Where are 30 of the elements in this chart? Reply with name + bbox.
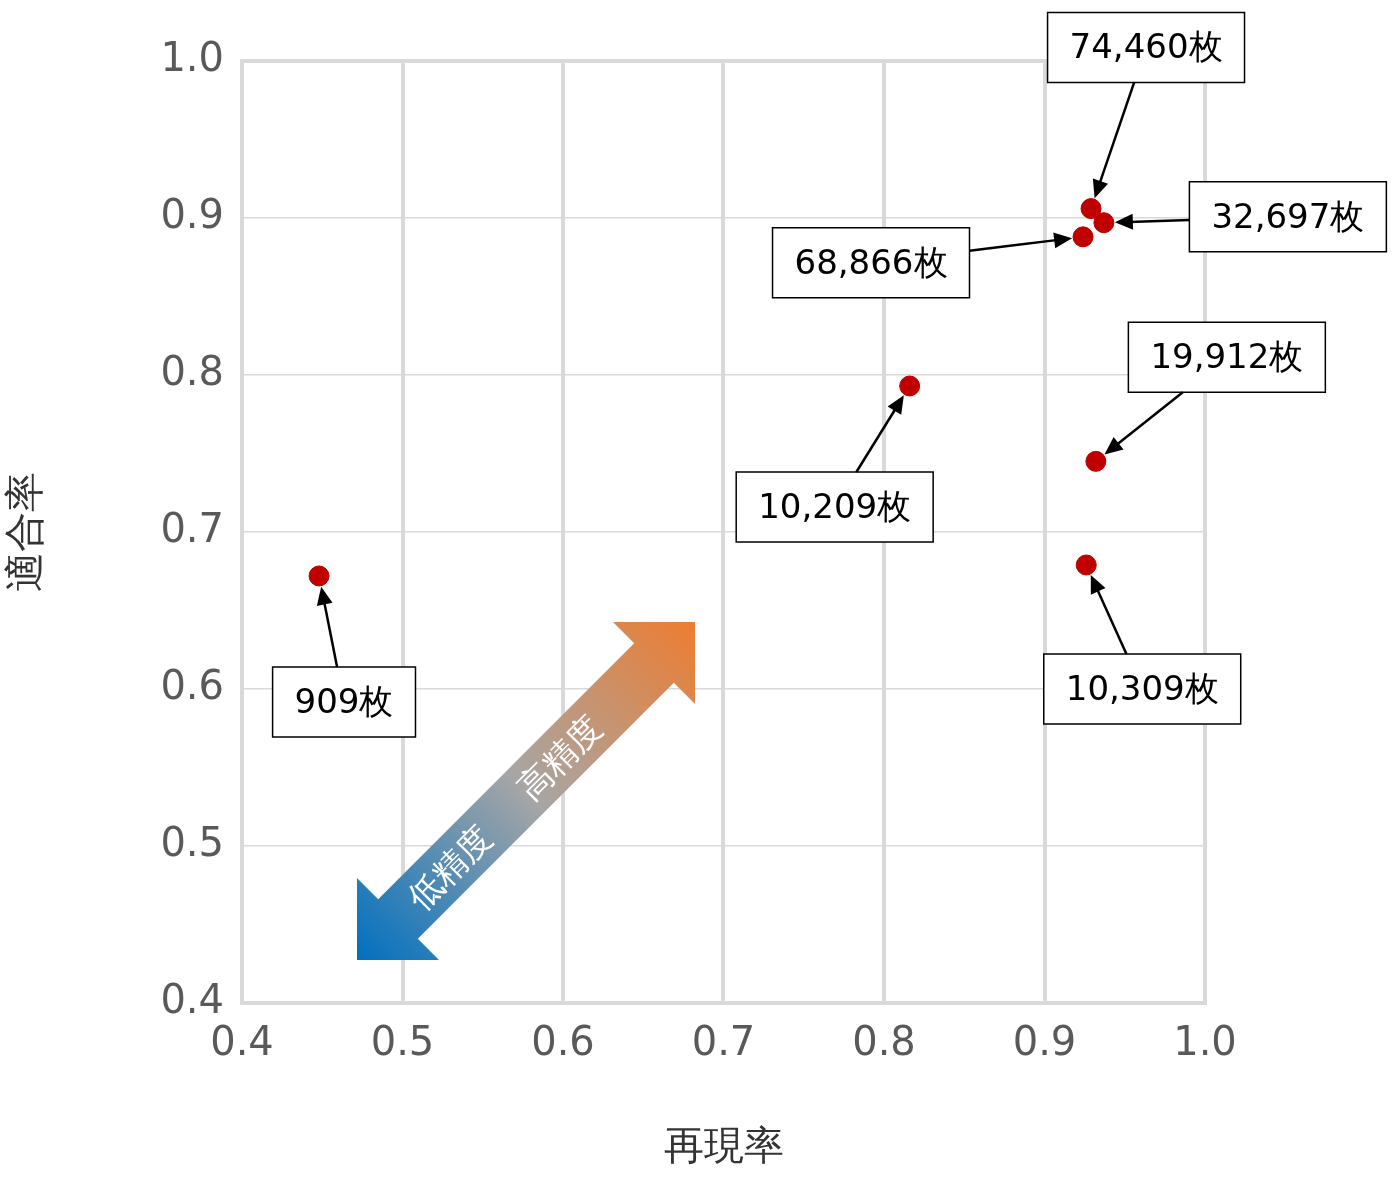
point <box>308 565 330 587</box>
x-axis-title: 再現率 <box>663 1122 784 1169</box>
y-axis-title: 適合率 <box>1 472 48 592</box>
x-tick-label: 0.6 <box>531 1018 595 1065</box>
point <box>1093 212 1115 234</box>
point <box>1085 450 1107 472</box>
y-tick-label: 0.6 <box>160 662 224 709</box>
annotation: 低精度 <box>399 816 501 918</box>
annotation: 68,866枚 <box>794 241 948 282</box>
point <box>1072 226 1094 248</box>
x-tick-label: 0.8 <box>852 1018 916 1065</box>
text: 32,697枚 <box>1211 195 1365 236</box>
y-tick-label: 1.0 <box>160 34 224 81</box>
annotation: 19,912枚 <box>1150 336 1304 377</box>
x-tick-label: 0.9 <box>1012 1018 1077 1065</box>
y-tick-label: 0.7 <box>160 505 224 552</box>
annotation: 10,309枚 <box>1065 667 1219 708</box>
y-tick-label: 0.8 <box>160 348 224 395</box>
point <box>899 375 921 397</box>
annotation: 74,460枚 <box>1069 26 1223 67</box>
annotation: 高精度 <box>509 707 610 808</box>
y-tick-label: 0.5 <box>160 819 224 866</box>
annotation: 909枚 <box>294 680 394 721</box>
annotation: 10,209枚 <box>758 485 912 526</box>
x-tick-label: 1.0 <box>1173 1018 1237 1065</box>
point <box>1075 554 1097 576</box>
x-tick-label: 0.5 <box>370 1018 435 1065</box>
point <box>1080 198 1102 220</box>
y-tick-label: 0.9 <box>160 191 224 238</box>
x-tick-label: 0.7 <box>691 1018 756 1065</box>
